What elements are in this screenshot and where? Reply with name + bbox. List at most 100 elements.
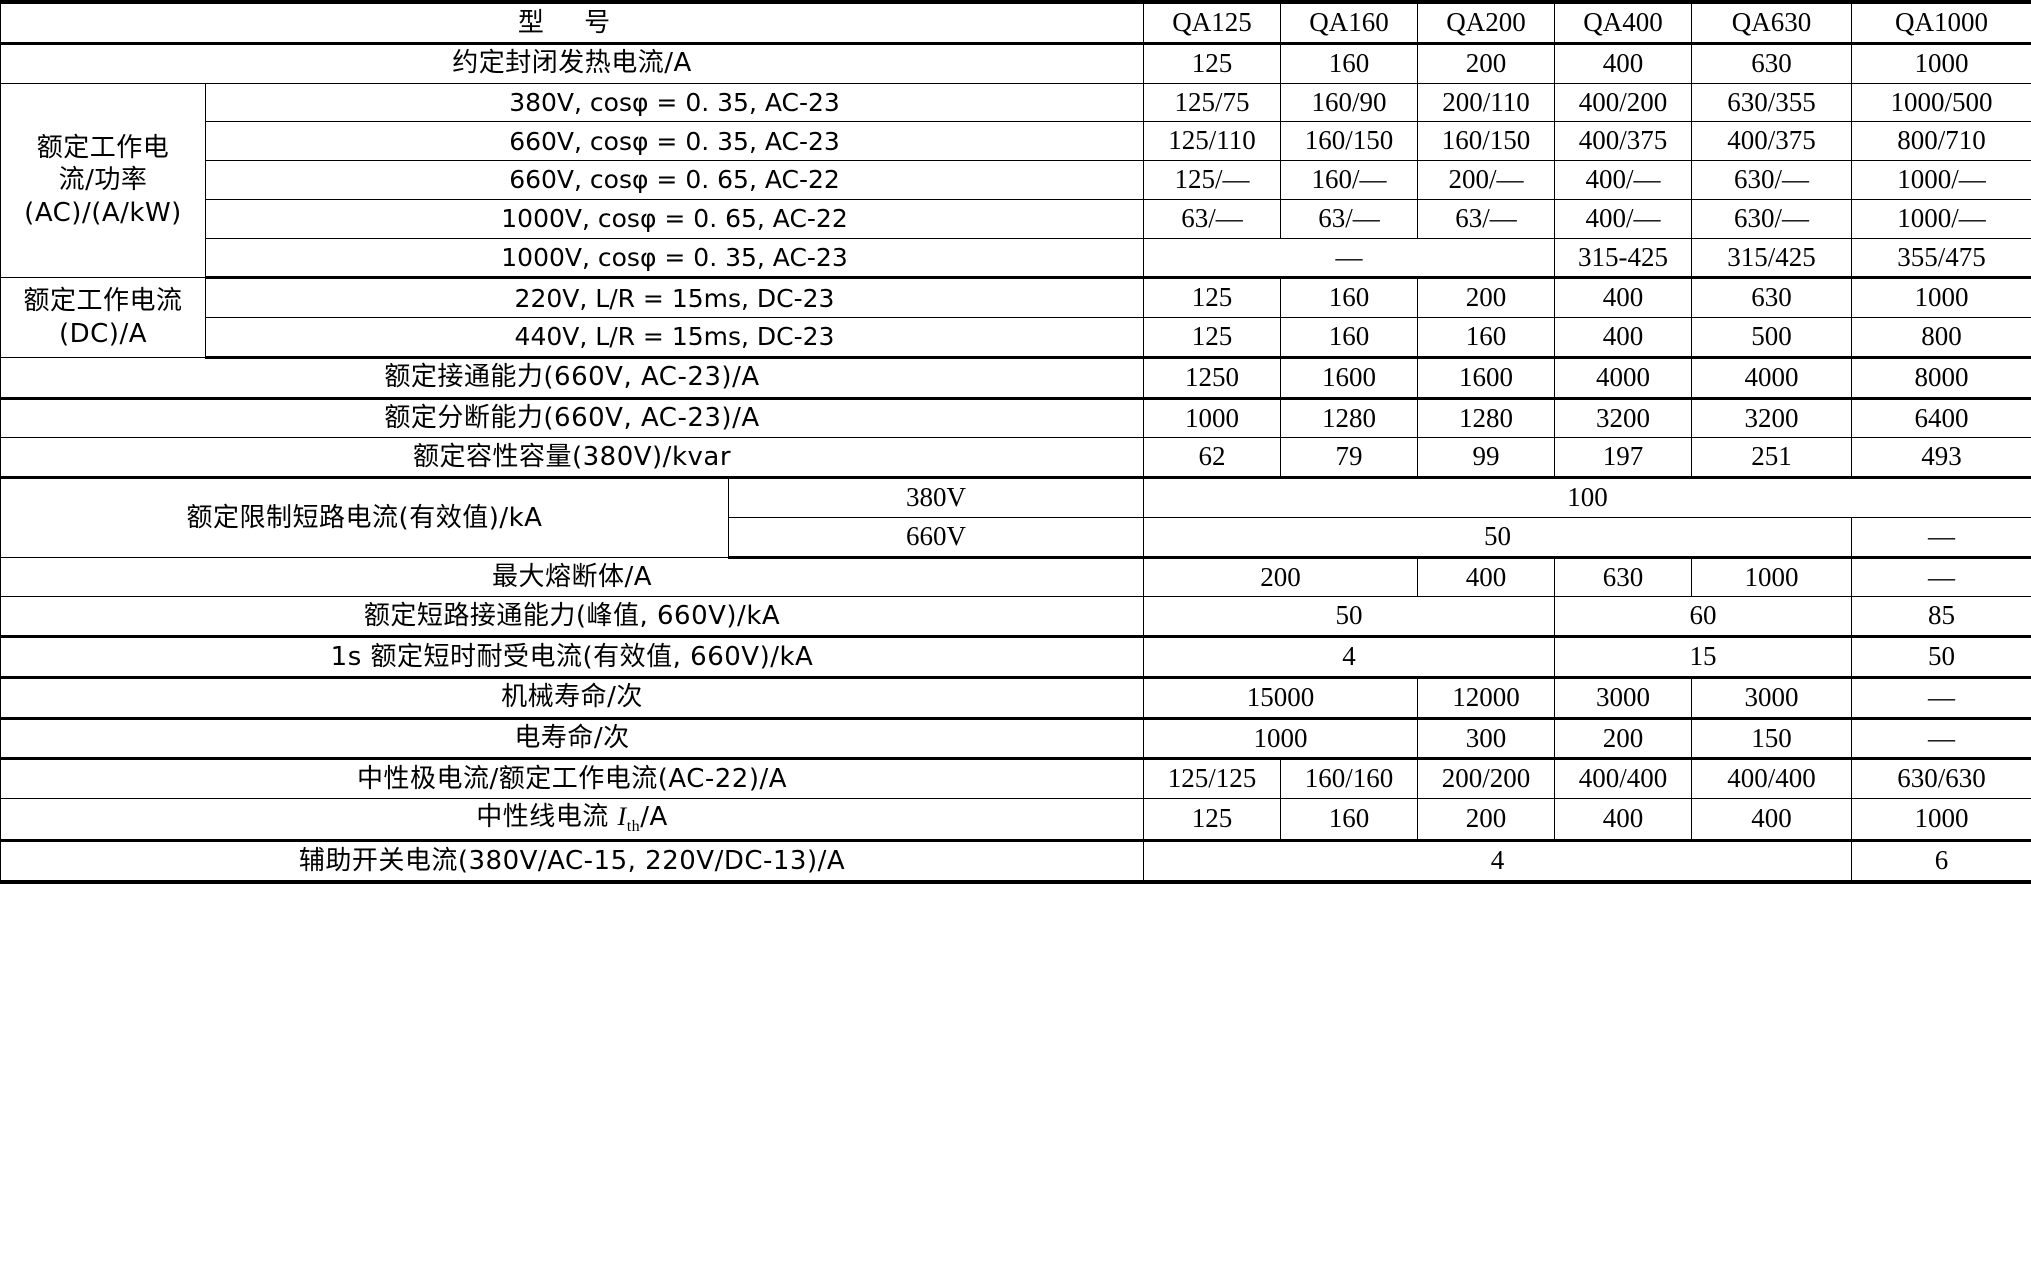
thermal-current-label: 约定封闭发热电流/A <box>0 42 1145 84</box>
switch-specification-table: 型 号 QA125 QA160 QA200 QA400 QA630 QA1000… <box>0 0 2031 885</box>
ac-condition-5: 1000V, cosφ = 0. 35, AC-23 <box>204 237 1145 280</box>
thermal-current-qa630: 630 <box>1691 42 1853 84</box>
ac1-qa160: 160/90 <box>1280 82 1419 123</box>
max-fuse-label: 最大熔断体/A <box>0 556 1145 598</box>
ac1-qa400: 400/200 <box>1554 82 1693 123</box>
ac-group-label-line1: 额定工作电 <box>36 132 170 163</box>
making-qa630: 4000 <box>1691 356 1853 400</box>
short-circuit-sub-660v: 660V <box>727 516 1145 559</box>
ac4-qa400: 400/— <box>1554 198 1693 239</box>
dc2-qa125: 125 <box>1143 317 1282 359</box>
elec-life-qa630: 150 <box>1691 717 1853 761</box>
ac-condition-2: 660V, cosφ = 0. 35, AC-23 <box>204 121 1145 161</box>
ac2-qa160: 160/150 <box>1280 121 1419 161</box>
dc1-qa1000: 1000 <box>1851 277 2031 318</box>
neutral-pole-qa125: 125/125 <box>1143 758 1282 799</box>
neutral-pole-qa630: 400/400 <box>1691 758 1853 799</box>
capacitive-qa125: 62 <box>1143 437 1282 479</box>
row-short-circuit-660v: 660V 50 — <box>1 516 2031 559</box>
ac5-merged-qa125-qa200: — <box>1143 237 1556 280</box>
sc-withstand-qa400-qa630: 15 <box>1554 636 1853 679</box>
making-qa400: 4000 <box>1554 356 1693 400</box>
dc1-qa400: 400 <box>1554 277 1693 318</box>
ac5-qa400: 315-425 <box>1554 237 1693 280</box>
header-row: 型 号 QA125 QA160 QA200 QA400 QA630 QA1000 <box>0 1 2031 45</box>
model-header-qa630: QA630 <box>1691 1 1853 45</box>
ac4-qa1000: 1000/— <box>1851 198 2031 239</box>
thermal-current-qa400: 400 <box>1554 42 1693 84</box>
aux-switch-qa1000: 6 <box>1851 840 2031 883</box>
short-circuit-380v-value: 100 <box>1143 477 2031 518</box>
ac3-qa1000: 1000/— <box>1851 160 2031 200</box>
max-fuse-qa630: 1000 <box>1691 556 1853 598</box>
making-capacity-label: 额定接通能力(660V, AC-23)/A <box>0 356 1145 400</box>
model-header-qa400: QA400 <box>1554 1 1693 45</box>
breaking-qa400: 3200 <box>1554 397 1693 439</box>
row-rated-breaking-capacity: 额定分断能力(660V, AC-23)/A 1000 1280 1280 320… <box>0 397 2031 439</box>
max-fuse-qa400: 630 <box>1554 556 1693 598</box>
row-neutral-pole-current: 中性极电流/额定工作电流(AC-22)/A 125/125 160/160 20… <box>0 758 2031 799</box>
dc2-qa1000: 800 <box>1851 317 2031 359</box>
making-qa200: 1600 <box>1417 356 1556 400</box>
model-header-qa200: QA200 <box>1417 1 1556 45</box>
dc2-qa160: 160 <box>1280 317 1419 359</box>
neutral-line-qa125: 125 <box>1143 797 1282 843</box>
ac-group-label-line2: 流/功率 <box>58 165 148 196</box>
row-capacitive-capacity: 额定容性容量(380V)/kvar 62 79 99 197 251 493 <box>0 437 2031 479</box>
capacitive-qa200: 99 <box>1417 437 1556 479</box>
elec-life-qa200: 300 <box>1417 717 1556 761</box>
short-circuit-660v-value: 50 <box>1143 516 1853 559</box>
ac4-qa200: 63/— <box>1417 198 1556 239</box>
dc-group-label: 额定工作电流 (DC)/A <box>0 277 206 358</box>
short-circuit-sub-380v: 380V <box>727 477 1145 518</box>
ac-condition-1: 380V, cosφ = 0. 35, AC-23 <box>204 82 1145 123</box>
ac1-qa200: 200/110 <box>1417 82 1556 123</box>
capacitive-capacity-label: 额定容性容量(380V)/kvar <box>0 437 1145 479</box>
max-fuse-qa1000: — <box>1851 556 2031 598</box>
row-rated-making-capacity: 额定接通能力(660V, AC-23)/A 1250 1600 1600 400… <box>0 356 2031 400</box>
making-qa125: 1250 <box>1143 356 1282 400</box>
neutral-line-label-post: /A <box>640 802 668 832</box>
ac4-qa160: 63/— <box>1280 198 1419 239</box>
aux-switch-qa125-qa630: 4 <box>1143 840 1853 883</box>
neutral-line-subscript: th <box>626 818 641 836</box>
neutral-pole-qa400: 400/400 <box>1554 758 1693 799</box>
row-aux-switch-current: 辅助开关电流(380V/AC-15, 220V/DC-13)/A 4 6 <box>0 840 2031 883</box>
short-circuit-label: 额定限制短路电流(有效值)/kA <box>0 477 729 558</box>
sc-making-qa125-qa200: 50 <box>1143 596 1556 638</box>
dc-group-label-line2: (DC)/A <box>58 318 147 349</box>
max-fuse-qa200: 400 <box>1417 556 1556 598</box>
models-header-label: 型 号 <box>0 1 1145 45</box>
breaking-qa630: 3200 <box>1691 397 1853 439</box>
dc1-qa125: 125 <box>1143 277 1282 318</box>
ac2-qa1000: 800/710 <box>1851 121 2031 161</box>
capacitive-qa160: 79 <box>1280 437 1419 479</box>
ac5-qa630: 315/425 <box>1691 237 1853 280</box>
row-sc-making-capacity: 额定短路接通能力(峰值, 660V)/kA 50 60 85 <box>0 596 2031 638</box>
model-header-qa160: QA160 <box>1280 1 1419 45</box>
sc-making-label: 额定短路接通能力(峰值, 660V)/kA <box>0 596 1145 638</box>
row-ac-1000v-ac23: 1000V, cosφ = 0. 35, AC-23 — 315-425 315… <box>1 237 2031 280</box>
row-thermal-current: 约定封闭发热电流/A 125 160 200 400 630 1000 <box>0 42 2031 84</box>
breaking-qa1000: 6400 <box>1851 397 2031 439</box>
ac2-qa200: 160/150 <box>1417 121 1556 161</box>
max-fuse-qa125-qa160: 200 <box>1143 556 1419 598</box>
neutral-pole-qa160: 160/160 <box>1280 758 1419 799</box>
neutral-line-label-pre: 中性线电流 <box>476 802 618 832</box>
capacitive-qa630: 251 <box>1691 437 1853 479</box>
thermal-current-qa125: 125 <box>1143 42 1282 84</box>
ac3-qa630: 630/— <box>1691 160 1853 200</box>
making-qa1000: 8000 <box>1851 356 2031 400</box>
mech-life-qa125-qa160: 15000 <box>1143 676 1419 720</box>
mech-life-qa1000: — <box>1851 676 2031 720</box>
neutral-line-qa200: 200 <box>1417 797 1556 843</box>
elec-life-qa125-qa160: 1000 <box>1143 717 1419 761</box>
neutral-line-qa630: 400 <box>1691 797 1853 843</box>
ac4-qa630: 630/— <box>1691 198 1853 239</box>
row-ac-660v-ac22: 660V, cosφ = 0. 65, AC-22 125/— 160/— 20… <box>1 160 2031 200</box>
mechanical-life-label: 机械寿命/次 <box>0 676 1145 720</box>
row-electrical-life: 电寿命/次 1000 300 200 150 — <box>0 717 2031 761</box>
elec-life-qa400: 200 <box>1554 717 1693 761</box>
row-ac-660v-ac23: 660V, cosφ = 0. 35, AC-23 125/110 160/15… <box>1 121 2031 161</box>
